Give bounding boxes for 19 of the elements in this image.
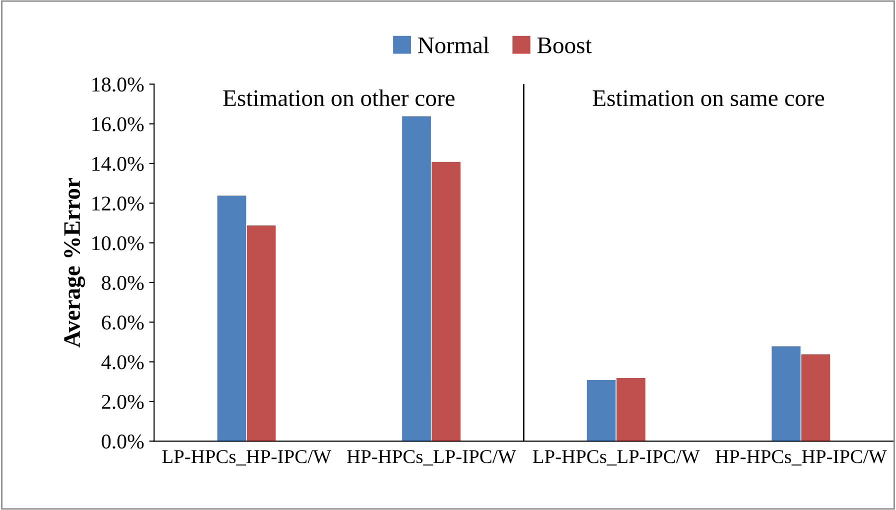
legend-label: Normal — [418, 36, 490, 54]
annotation: Estimation on other core — [223, 90, 454, 106]
x-tick-label: LP-HPCs_HP-IPC/W — [162, 450, 332, 466]
y-tick-label: 16.0% — [92, 117, 144, 132]
y-tick-label: 4.0% — [101, 355, 144, 370]
y-axis-title: Average %Error — [64, 178, 86, 348]
legend-label: Boost — [537, 38, 592, 54]
y-tick-label: 10.0% — [92, 236, 144, 250]
y-tick-label: 6.0% — [102, 316, 144, 330]
annotation: Estimation on same core — [592, 90, 824, 106]
x-tick-label: LP-HPCs_LP-IPC/W — [532, 450, 700, 466]
y-tick-label: 0.0% — [102, 434, 144, 449]
y-tick-label: 2.0% — [102, 394, 144, 410]
y-tick-label: 8.0% — [102, 276, 144, 290]
x-tick-label: HP-HPCs_HP-IPC/W — [716, 450, 887, 466]
y-tick-label: 14.0% — [92, 156, 144, 172]
y-tick-label: 12.0% — [92, 196, 144, 211]
y-tick-label: 18.0% — [92, 78, 144, 92]
x-tick-label: HP-HPCs_LP-IPC/W — [347, 450, 516, 466]
